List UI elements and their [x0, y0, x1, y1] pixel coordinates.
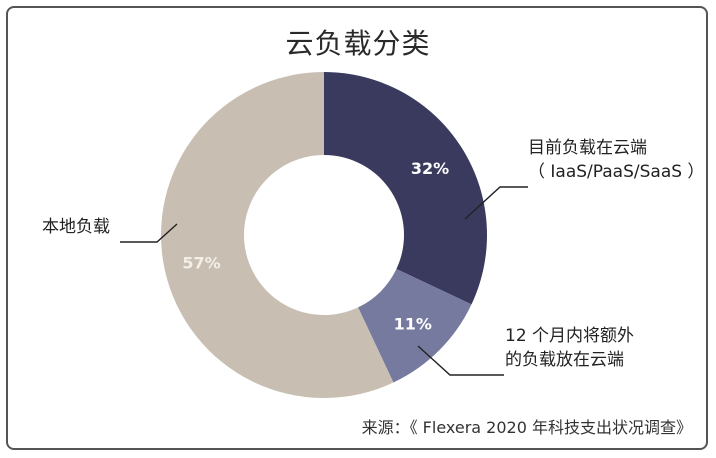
leader-line-future: [417, 345, 504, 376]
callout-cloud-line1: 目前负载在云端: [528, 138, 647, 158]
leader-line-cloud: [464, 186, 528, 220]
slice-local: [161, 72, 394, 398]
slices-group: [161, 72, 487, 398]
slice-label-cloud: 32%: [411, 159, 449, 178]
callout-cloud: 目前负载在云端 （ IaaS/PaaS/SaaS ）: [528, 136, 704, 184]
slice-future: [358, 269, 472, 383]
slice-labels-group: 32% 11% 57%: [182, 159, 449, 334]
slice-label-future: 11%: [394, 315, 432, 334]
chart-title: 云负载分类: [285, 27, 431, 60]
slice-cloud: [324, 72, 487, 305]
callout-future-line2: 的负载放在云端: [505, 350, 624, 370]
callout-cloud-line2: （ IaaS/PaaS/SaaS ）: [528, 162, 705, 182]
source-note: 来源：《 Flexera 2020 年科技支出状况调查》: [361, 418, 692, 437]
slice-label-local: 57%: [182, 253, 220, 272]
callout-future-line1: 12 个月内将额外: [505, 326, 635, 346]
callout-local: 本地负载: [42, 215, 110, 239]
leader-line-local: [120, 223, 178, 243]
callout-future: 12 个月内将额外 的负载放在云端: [505, 324, 634, 372]
callout-local-text: 本地负载: [42, 217, 110, 237]
